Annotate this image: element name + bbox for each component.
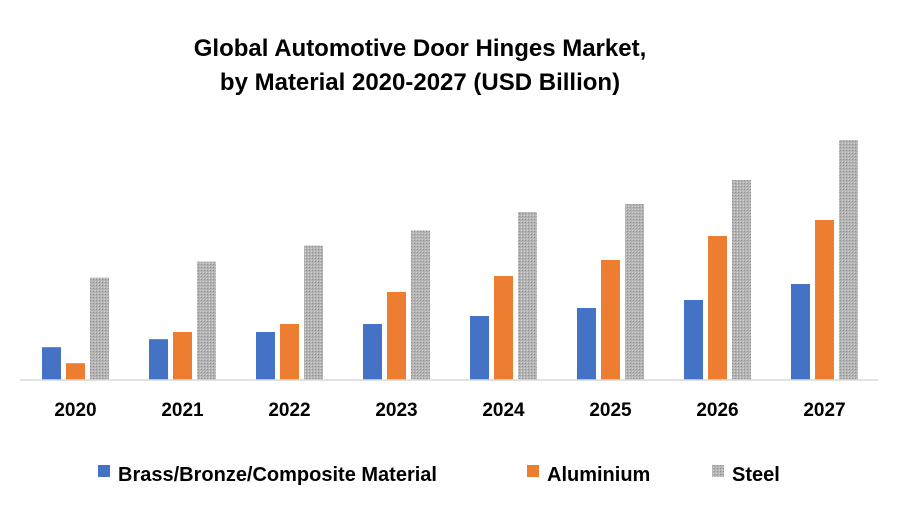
- bar-steel-2020: [90, 277, 109, 380]
- bar-aluminium-2023: [387, 292, 406, 380]
- bar-steel-2023: [411, 230, 430, 380]
- legend-label-brass: Brass/Bronze/Composite Material: [118, 464, 437, 486]
- bar-brass-2022: [256, 332, 275, 380]
- bar-aluminium-2020: [66, 363, 85, 380]
- legend-label-steel: Steel: [732, 464, 780, 486]
- x-tick-label-2026: 2026: [696, 400, 738, 421]
- bar-aluminium-2024: [494, 276, 513, 380]
- legend-swatch-brass: [98, 465, 110, 477]
- legend-label-aluminium: Aluminium: [547, 464, 650, 486]
- bar-aluminium-2022: [280, 324, 299, 380]
- bar-brass-2026: [684, 300, 703, 380]
- legend: Brass/Bronze/Composite Material Aluminiu…: [98, 464, 780, 486]
- x-tick-label-2025: 2025: [589, 400, 632, 421]
- bars-group: [42, 140, 858, 380]
- bar-brass-2023: [363, 324, 382, 380]
- bar-steel-2024: [518, 212, 537, 380]
- bar-aluminium-2025: [601, 260, 620, 380]
- bar-aluminium-2021: [173, 332, 192, 380]
- x-tick-label-2023: 2023: [375, 400, 417, 421]
- chart-subtitle: by Material 2020-2027 (USD Billion): [220, 69, 620, 96]
- x-tick-label-2024: 2024: [482, 400, 525, 421]
- x-tick-label-2021: 2021: [161, 400, 204, 421]
- bar-aluminium-2027: [815, 220, 834, 380]
- bar-steel-2027: [839, 140, 858, 380]
- chart-title: Global Automotive Door Hinges Market,: [194, 35, 647, 62]
- bar-steel-2026: [732, 180, 751, 380]
- bar-brass-2020: [42, 347, 61, 380]
- bar-brass-2027: [791, 284, 810, 380]
- bar-brass-2025: [577, 308, 596, 380]
- bar-steel-2021: [197, 261, 216, 380]
- x-tick-label-2027: 2027: [803, 400, 845, 421]
- x-tick-label-2020: 2020: [54, 400, 96, 421]
- bar-aluminium-2026: [708, 236, 727, 380]
- x-tick-label-2022: 2022: [268, 400, 310, 421]
- legend-swatch-steel: [712, 465, 724, 477]
- x-tick-labels: 2020 2021 2022 2023 2024 2025 2026 2027: [54, 400, 845, 421]
- bar-brass-2021: [149, 339, 168, 380]
- bar-brass-2024: [470, 316, 489, 380]
- legend-swatch-aluminium: [527, 465, 539, 477]
- bar-steel-2025: [625, 204, 644, 380]
- bar-steel-2022: [304, 245, 323, 380]
